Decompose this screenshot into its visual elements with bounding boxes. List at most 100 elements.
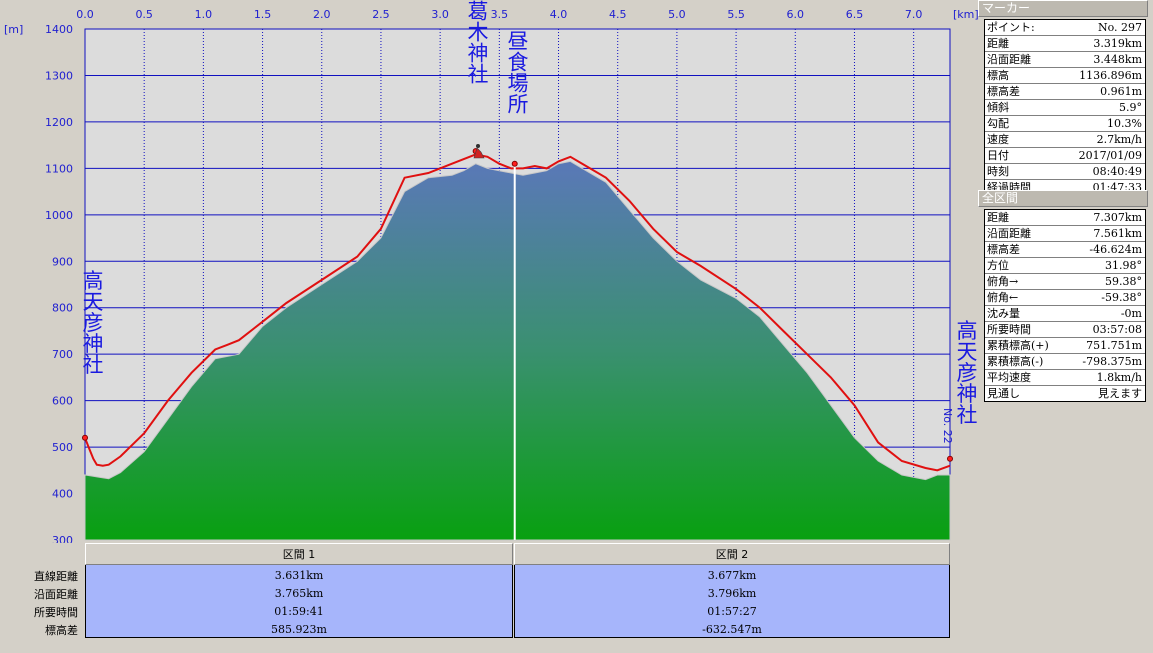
segment-2: 区間 2 3.677km 3.796km 01:57:27 -632.547m <box>514 543 950 638</box>
terrain-area <box>84 160 951 541</box>
y-axis-unit: [m] <box>4 23 23 36</box>
info-key: 沿面距離 <box>987 53 1031 66</box>
info-row: 日付 2017/01/09 <box>985 148 1145 164</box>
x-tick-label: 2.0 <box>313 8 331 21</box>
y-axis-ticks: 1400 1300 1200 1100 1000 900 800 700 600 500 400 30… <box>45 23 73 543</box>
hiker-head-icon <box>476 144 480 148</box>
info-row: 俯角→ 59.38° <box>985 274 1145 290</box>
info-row: 速度 2.7km/h <box>985 132 1145 148</box>
info-row: 沈み量 -0m <box>985 306 1145 322</box>
y-tick-label: 400 <box>52 488 73 501</box>
segment-value: 585.923m <box>271 623 327 636</box>
x-axis-ticks: 0.0 0.5 1.0 1.5 2.0 2.5 3.0 3.5 4.0 4.5 5.0 5.5 6.0 6… <box>76 8 922 21</box>
info-key: 俯角← <box>987 291 1019 304</box>
track-elevation-line <box>84 153 951 472</box>
waypoint-label: 高天彦神社 <box>954 320 978 425</box>
segment-2-header[interactable]: 区間 2 <box>514 543 950 565</box>
info-row: 時刻 08:40:49 <box>985 164 1145 180</box>
y-tick-label: 1100 <box>45 162 73 175</box>
info-row: 距離 3.319km <box>985 36 1145 52</box>
info-key: 標高差 <box>987 243 1020 256</box>
info-value: -59.38° <box>1101 291 1142 304</box>
x-tick-label: 2.5 <box>372 8 390 21</box>
info-key: 時刻 <box>987 165 1009 178</box>
info-key: 傾斜 <box>987 101 1009 114</box>
x-tick-label: 4.0 <box>550 8 568 21</box>
info-value: 1136.896m <box>1079 69 1142 82</box>
hiker-icon <box>473 147 485 159</box>
segment-row-label: 沿面距離 <box>34 588 78 601</box>
y-tick-label: 800 <box>52 302 73 315</box>
info-value: 1.8km/h <box>1096 371 1142 384</box>
info-row: 標高差 0.961m <box>985 84 1145 100</box>
info-value: 2.7km/h <box>1096 133 1142 146</box>
info-value: -0m <box>1120 307 1142 320</box>
y-tick-label: 1300 <box>45 69 73 82</box>
waypoint-label: 葛木神社 <box>465 0 489 84</box>
info-row: 方位 31.98° <box>985 258 1145 274</box>
waypoint-dot[interactable] <box>947 455 953 462</box>
info-value: 751.751m <box>1086 339 1142 352</box>
info-key: ポイント: <box>987 21 1035 34</box>
segment-value: 3.631km <box>274 569 324 582</box>
marker-panel-title: マーカー <box>978 0 1148 17</box>
x-tick-label: 3.5 <box>491 8 509 21</box>
info-value: 59.38° <box>1105 275 1142 288</box>
info-value: 10.3% <box>1107 117 1142 130</box>
y-tick-label: 600 <box>52 395 73 408</box>
info-key: 所要時間 <box>987 323 1031 336</box>
segment-row-label: 標高差 <box>45 624 78 637</box>
y-tick-label: 1400 <box>45 23 73 36</box>
info-value: 31.98° <box>1105 259 1142 272</box>
waypoint-label: 昼食場所 <box>505 30 529 114</box>
info-value: 3.319km <box>1093 37 1142 50</box>
segment-value: -632.547m <box>702 623 762 636</box>
info-key: 沈み量 <box>987 307 1020 320</box>
info-row: 所要時間 03:57:08 <box>985 322 1145 338</box>
x-tick-label: 4.5 <box>609 8 627 21</box>
x-tick-label: 6.5 <box>846 8 864 21</box>
y-tick-label: 1000 <box>45 209 73 222</box>
segment-value: 3.796km <box>707 587 757 600</box>
total-info-table: 距離 7.307km 沿面距離 7.561km 標高差 -46.624m 方位 31.98° 俯… <box>984 209 1146 402</box>
x-tick-label: 6.0 <box>787 8 805 21</box>
waypoint-dot[interactable] <box>82 434 88 441</box>
info-key: 沿面距離 <box>987 227 1031 240</box>
x-tick-label: 7.0 <box>905 8 923 21</box>
info-key: 距離 <box>987 37 1009 50</box>
info-value: 7.561km <box>1093 227 1142 240</box>
x-tick-label: 0.0 <box>76 8 94 21</box>
info-value: 03:57:08 <box>1092 323 1142 336</box>
waypoint-label: 高天彦神社 <box>80 270 104 375</box>
segment-1-header[interactable]: 区間 1 <box>85 543 513 565</box>
segment-row-label: 直線距離 <box>34 570 78 583</box>
info-row: 累積標高(+) 751.751m <box>985 338 1145 354</box>
x-tick-label: 5.5 <box>727 8 745 21</box>
info-value: 2017/01/09 <box>1078 149 1142 162</box>
elevation-profile-chart: 0.0 0.5 1.0 1.5 2.0 2.5 3.0 3.5 4.0 4.5 5.0 5.5 6.0 6… <box>4 0 978 543</box>
info-row: 俯角← -59.38° <box>985 290 1145 306</box>
segment-value: 3.765km <box>274 587 324 600</box>
info-row: 累積標高(-) -798.375m <box>985 354 1145 370</box>
segment-value: 3.677km <box>707 569 757 582</box>
x-axis-unit: [km] <box>953 8 978 21</box>
info-row: 平均速度 1.8km/h <box>985 370 1145 386</box>
x-tick-label: 1.5 <box>254 8 272 21</box>
info-value: No. 297 <box>1097 21 1142 34</box>
info-value: 08:40:49 <box>1092 165 1142 178</box>
info-value: 7.307km <box>1093 211 1142 224</box>
info-key: 標高差 <box>987 85 1020 98</box>
info-value: 見えます <box>1098 387 1142 400</box>
segment-1-values: 3.631km 3.765km 01:59:41 585.923m <box>85 565 513 638</box>
x-tick-label: 5.0 <box>668 8 686 21</box>
info-row: 見通し 見えます <box>985 386 1145 401</box>
info-row: 標高差 -46.624m <box>985 242 1145 258</box>
info-row: 勾配 10.3% <box>985 116 1145 132</box>
x-tick-label: 1.0 <box>195 8 213 21</box>
info-row: ポイント: No. 297 <box>985 20 1145 36</box>
y-tick-label: 1200 <box>45 116 73 129</box>
waypoint-dot[interactable] <box>511 160 518 167</box>
info-key: 方位 <box>987 259 1009 272</box>
info-value: 5.9° <box>1119 101 1142 114</box>
